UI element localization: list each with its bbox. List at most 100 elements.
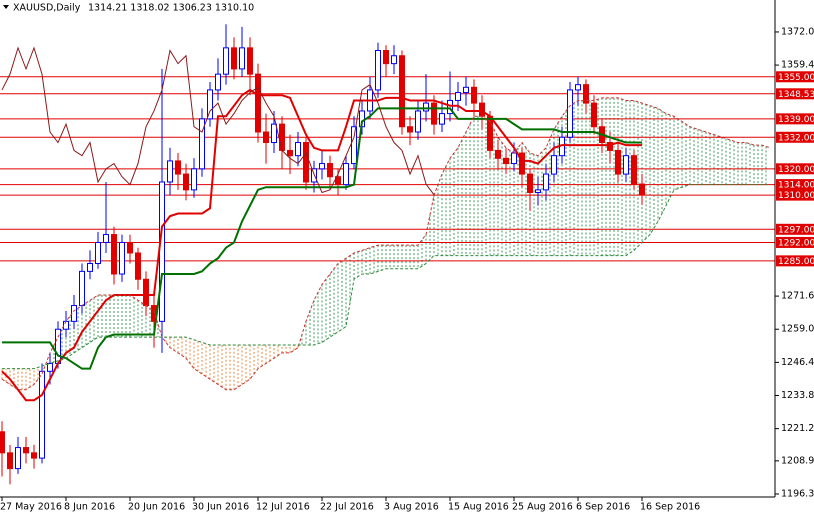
candle-body <box>239 47 245 70</box>
candle-body <box>399 55 405 128</box>
candle-body <box>319 163 325 170</box>
candle-body <box>343 163 349 186</box>
candle-body <box>207 89 213 120</box>
candle-body <box>7 452 13 470</box>
y-tick-label: 1246.40 <box>781 357 814 368</box>
menu-arrow[interactable] <box>3 5 9 9</box>
level-label: 1355.00 <box>778 73 814 83</box>
candle-body <box>431 102 437 125</box>
level-label: 1332.00 <box>778 133 814 143</box>
candle-body <box>215 73 221 91</box>
candle-body <box>159 181 165 322</box>
y-tick-label: 1271.60 <box>781 291 814 302</box>
indicator-line <box>2 107 642 370</box>
level-label-box <box>776 255 814 267</box>
candle-body <box>407 126 413 133</box>
candle-body <box>631 155 637 185</box>
candle-body <box>391 55 397 65</box>
candle-body <box>495 149 501 159</box>
candle-body <box>615 149 621 175</box>
candle-body <box>263 131 269 144</box>
candle-body <box>135 252 141 280</box>
candle-body <box>439 113 445 125</box>
candle-body <box>455 92 461 101</box>
candle-body <box>567 89 573 138</box>
candle-body <box>287 149 293 157</box>
candle-body <box>303 142 309 183</box>
axes: 1372.05 1359.45 1271.60 1259.00 1246.40 1233.… <box>0 26 814 513</box>
candle-body <box>223 47 229 75</box>
candle-body <box>295 142 301 157</box>
candle-body <box>351 126 357 165</box>
y-tick-label: 1359.45 <box>781 60 814 71</box>
x-tick-label: 8 Jun 2016 <box>64 502 115 513</box>
x-tick-label: 25 Aug 2016 <box>512 502 573 513</box>
y-tick-label: 1372.05 <box>781 26 814 37</box>
level-label-box <box>776 163 814 175</box>
candle-body <box>127 241 133 254</box>
candle-body <box>95 241 101 264</box>
candle-body <box>511 152 517 165</box>
level-label-box <box>776 71 814 83</box>
level-label: 1285.00 <box>778 257 814 267</box>
candle-body <box>199 118 205 170</box>
level-label: 1339.00 <box>778 115 814 125</box>
candle-body <box>271 123 277 144</box>
chart-title: XAUUSD,Daily <box>13 3 81 14</box>
candle-body <box>0 431 5 454</box>
level-label-box <box>776 189 814 201</box>
candle-body <box>143 278 149 307</box>
candle-body <box>311 168 317 183</box>
candle-body <box>575 84 581 91</box>
level-label-box <box>776 223 814 235</box>
candle-body <box>583 84 589 104</box>
level-label: 1310.00 <box>778 191 814 201</box>
candle-body <box>527 173 533 193</box>
x-tick-label: 6 Sep 2016 <box>576 502 630 513</box>
candle-body <box>39 370 45 459</box>
indicator-line <box>2 184 770 370</box>
candle-body <box>535 189 541 193</box>
chart-subtitle: 1314.21 1318.02 1306.23 1310.10 <box>88 3 254 14</box>
candle-body <box>47 362 53 372</box>
level-label: 1297.00 <box>778 225 814 235</box>
candle-body <box>103 234 109 243</box>
x-tick-label: 12 Jul 2016 <box>256 502 310 513</box>
candle-body <box>503 157 509 165</box>
x-tick-label: 20 Jun 2016 <box>128 502 185 513</box>
candle-body <box>551 155 557 175</box>
plot-area <box>0 24 775 485</box>
indicator-line <box>1 46 435 196</box>
candle-body <box>623 155 629 175</box>
candle-body <box>231 47 237 70</box>
level-label-box <box>776 113 814 125</box>
indicator-line <box>1 97 771 391</box>
level-label: 1314.00 <box>778 181 814 191</box>
candle-body <box>183 173 189 191</box>
level-label-box <box>776 179 814 191</box>
candle-body <box>383 49 389 65</box>
x-tick-label: 16 Sep 2016 <box>640 502 700 513</box>
y-tick-label: 1196.35 <box>781 488 814 499</box>
level-label: 1320.00 <box>778 165 814 175</box>
candle-body <box>607 142 613 151</box>
candle-body <box>335 176 341 186</box>
candle-body <box>463 86 469 94</box>
x-tick-label: 22 Jul 2016 <box>320 502 374 513</box>
candle-body <box>447 99 453 115</box>
candle-body <box>87 262 93 272</box>
candle-body <box>471 86 477 104</box>
candle-body <box>55 328 61 364</box>
x-tick-label: 30 Jun 2016 <box>192 502 249 513</box>
level-label-box <box>776 88 814 100</box>
candle-body <box>375 49 381 91</box>
level-label-box <box>776 131 814 143</box>
y-tick-label: 1259.00 <box>781 324 814 335</box>
level-label: 1348.53 <box>778 90 814 100</box>
candle-body <box>175 160 181 175</box>
time-axis-panel <box>0 497 814 514</box>
candle-body <box>79 270 85 307</box>
candle-body <box>279 123 285 151</box>
